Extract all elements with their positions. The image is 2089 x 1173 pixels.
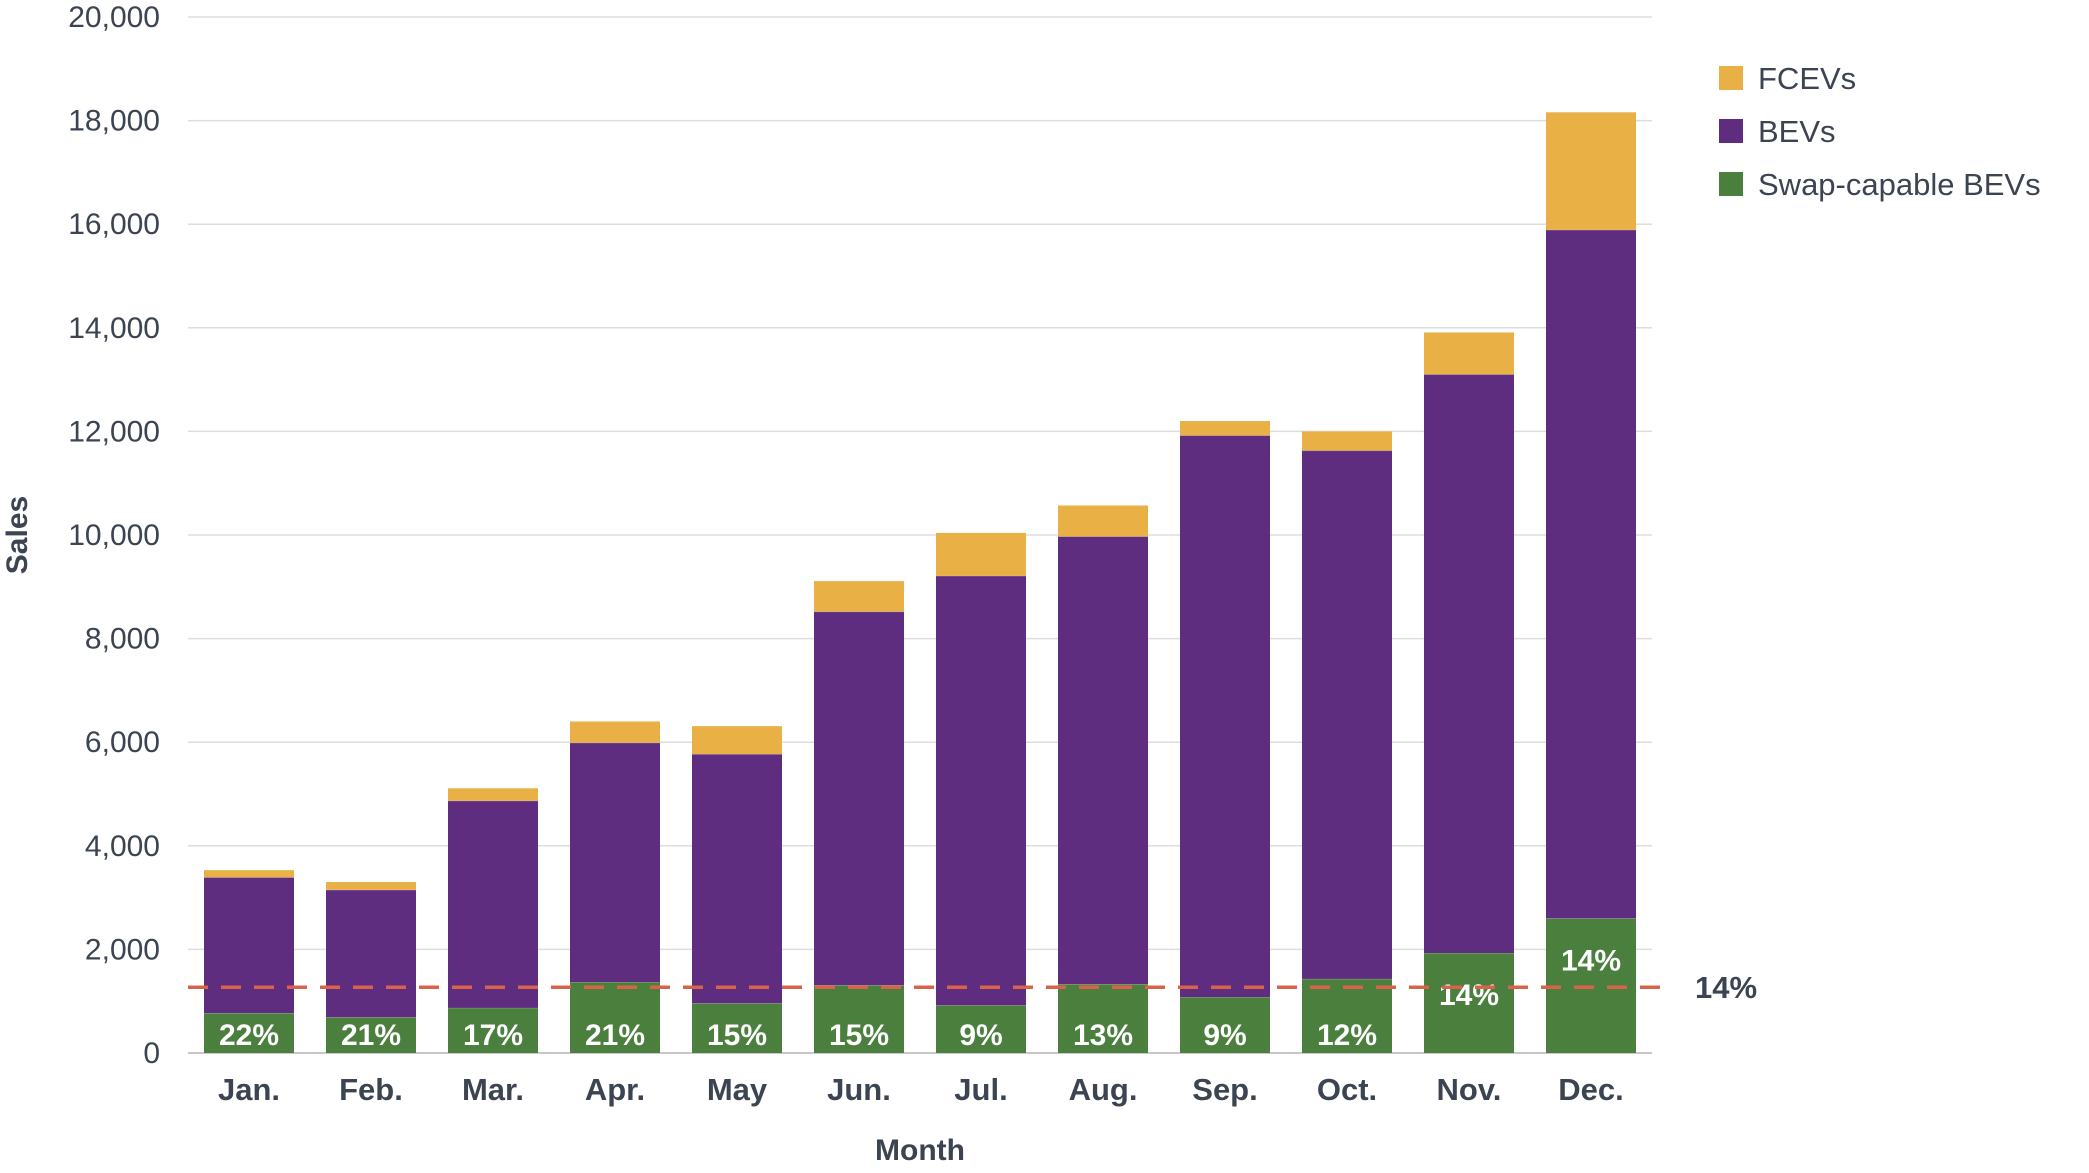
bar-segment-bevs <box>448 800 538 1008</box>
y-tick-label: 10,000 <box>68 519 160 552</box>
y-axis-title: Sales <box>1 496 34 574</box>
y-tick-label: 8,000 <box>85 623 160 656</box>
x-tick-label: Apr. <box>585 1072 645 1107</box>
y-tick-label: 4,000 <box>85 830 160 863</box>
x-tick-label: Dec. <box>1558 1072 1623 1107</box>
y-tick-label: 18,000 <box>68 105 160 138</box>
bar-segment-fcevs <box>936 532 1026 576</box>
x-tick-label: May <box>707 1072 768 1107</box>
y-axis-ticks: 0 2,000 4,000 6,000 8,000 10,000 12,000 14,000 1… <box>68 1 160 1070</box>
bar-segment-swap-capable-bevs <box>326 1017 416 1053</box>
x-tick-label: Sep. <box>1192 1072 1257 1107</box>
legend-swatch <box>1719 66 1743 90</box>
share-data-label: 15% <box>707 1019 767 1052</box>
bar-segment-fcevs <box>448 788 538 801</box>
share-data-label: 17% <box>463 1019 523 1052</box>
x-axis-title: Month <box>875 1134 965 1167</box>
share-data-label: 21% <box>585 1019 645 1052</box>
bar-segment-bevs <box>814 611 904 986</box>
y-tick-label: 20,000 <box>68 1 160 34</box>
x-tick-label: Jul. <box>954 1072 1007 1107</box>
share-data-label: 9% <box>1203 1019 1246 1052</box>
bar-segment-fcevs <box>814 581 904 612</box>
bar-segment-bevs <box>1546 229 1636 919</box>
bar-segment-fcevs <box>692 726 782 755</box>
x-axis-ticks: Jan. Feb. Mar. Apr. May Jun. Jul. Aug. Sep. Oct. N… <box>218 1072 1624 1107</box>
x-tick-label: Nov. <box>1437 1072 1502 1107</box>
y-tick-label: 16,000 <box>68 208 160 241</box>
bar-segment-swap-capable-bevs <box>204 1013 294 1053</box>
bar-segment-bevs <box>204 877 294 1014</box>
bars: 22% 21% 17% 21% 15% 15% 9% 13% 9% 12% 14% 14% <box>204 112 1636 1053</box>
bar-segment-swap-capable-bevs <box>1180 997 1270 1053</box>
x-tick-label: Mar. <box>462 1072 524 1107</box>
bar-segment-fcevs <box>1180 421 1270 436</box>
bar-segment-swap-capable-bevs <box>814 985 904 1053</box>
legend-swatch <box>1719 119 1743 143</box>
x-tick-label: Aug. <box>1069 1072 1138 1107</box>
x-tick-label: Jun. <box>827 1072 891 1107</box>
legend-label: Swap-capable BEVs <box>1758 167 2041 202</box>
bar-segment-bevs <box>1302 450 1392 979</box>
bar-segment-bevs <box>1424 374 1514 954</box>
legend-swatch <box>1719 172 1743 196</box>
gridlines <box>188 16 1652 1054</box>
bar-segment-swap-capable-bevs <box>570 982 660 1053</box>
share-data-label: 21% <box>341 1019 401 1052</box>
legend-label: BEVs <box>1758 114 1836 149</box>
bar-segment-bevs <box>570 742 660 983</box>
bar-segment-swap-capable-bevs <box>936 1005 1026 1053</box>
reference-line-label: 14% <box>1695 970 1757 1005</box>
x-tick-label: Jan. <box>218 1072 280 1107</box>
reference-line-group: 14% <box>188 970 1757 1005</box>
bar-segment-swap-capable-bevs <box>1424 953 1514 1053</box>
share-data-label: 9% <box>959 1019 1002 1052</box>
bar-segment-fcevs <box>326 882 416 890</box>
x-tick-label: Feb. <box>339 1072 403 1107</box>
y-tick-label: 6,000 <box>85 726 160 759</box>
y-tick-label: 2,000 <box>85 933 160 966</box>
share-data-label: 22% <box>219 1019 279 1052</box>
y-tick-label: 14,000 <box>68 312 160 345</box>
share-data-label: 14% <box>1439 979 1499 1012</box>
y-tick-label: 0 <box>143 1037 160 1070</box>
share-data-label: 12% <box>1317 1019 1377 1052</box>
bar-segment-bevs <box>326 889 416 1018</box>
x-tick-label: Oct. <box>1317 1072 1377 1107</box>
share-data-label: 13% <box>1073 1019 1133 1052</box>
bar-segment-swap-capable-bevs <box>448 1007 538 1053</box>
bar-segment-bevs <box>692 754 782 1004</box>
y-tick-label: 12,000 <box>68 415 160 448</box>
legend-label: FCEVs <box>1758 61 1856 96</box>
bar-segment-bevs <box>936 575 1026 1006</box>
bar-segment-fcevs <box>204 870 294 878</box>
bar-segment-fcevs <box>1302 431 1392 451</box>
bar-segment-swap-capable-bevs <box>692 1003 782 1053</box>
bar-segment-bevs <box>1058 536 1148 985</box>
legend: FCEVs BEVs Swap-capable BEVs <box>1719 61 2041 202</box>
share-data-label: 15% <box>829 1019 889 1052</box>
bar-segment-fcevs <box>1058 505 1148 537</box>
bar-segment-fcevs <box>1546 112 1636 230</box>
bar-segment-fcevs <box>570 721 660 743</box>
bar-segment-swap-capable-bevs <box>1058 984 1148 1053</box>
bar-segment-swap-capable-bevs <box>1302 978 1392 1053</box>
bar-segment-fcevs <box>1424 332 1514 375</box>
share-data-label: 14% <box>1561 944 1621 977</box>
bar-segment-bevs <box>1180 435 1270 998</box>
